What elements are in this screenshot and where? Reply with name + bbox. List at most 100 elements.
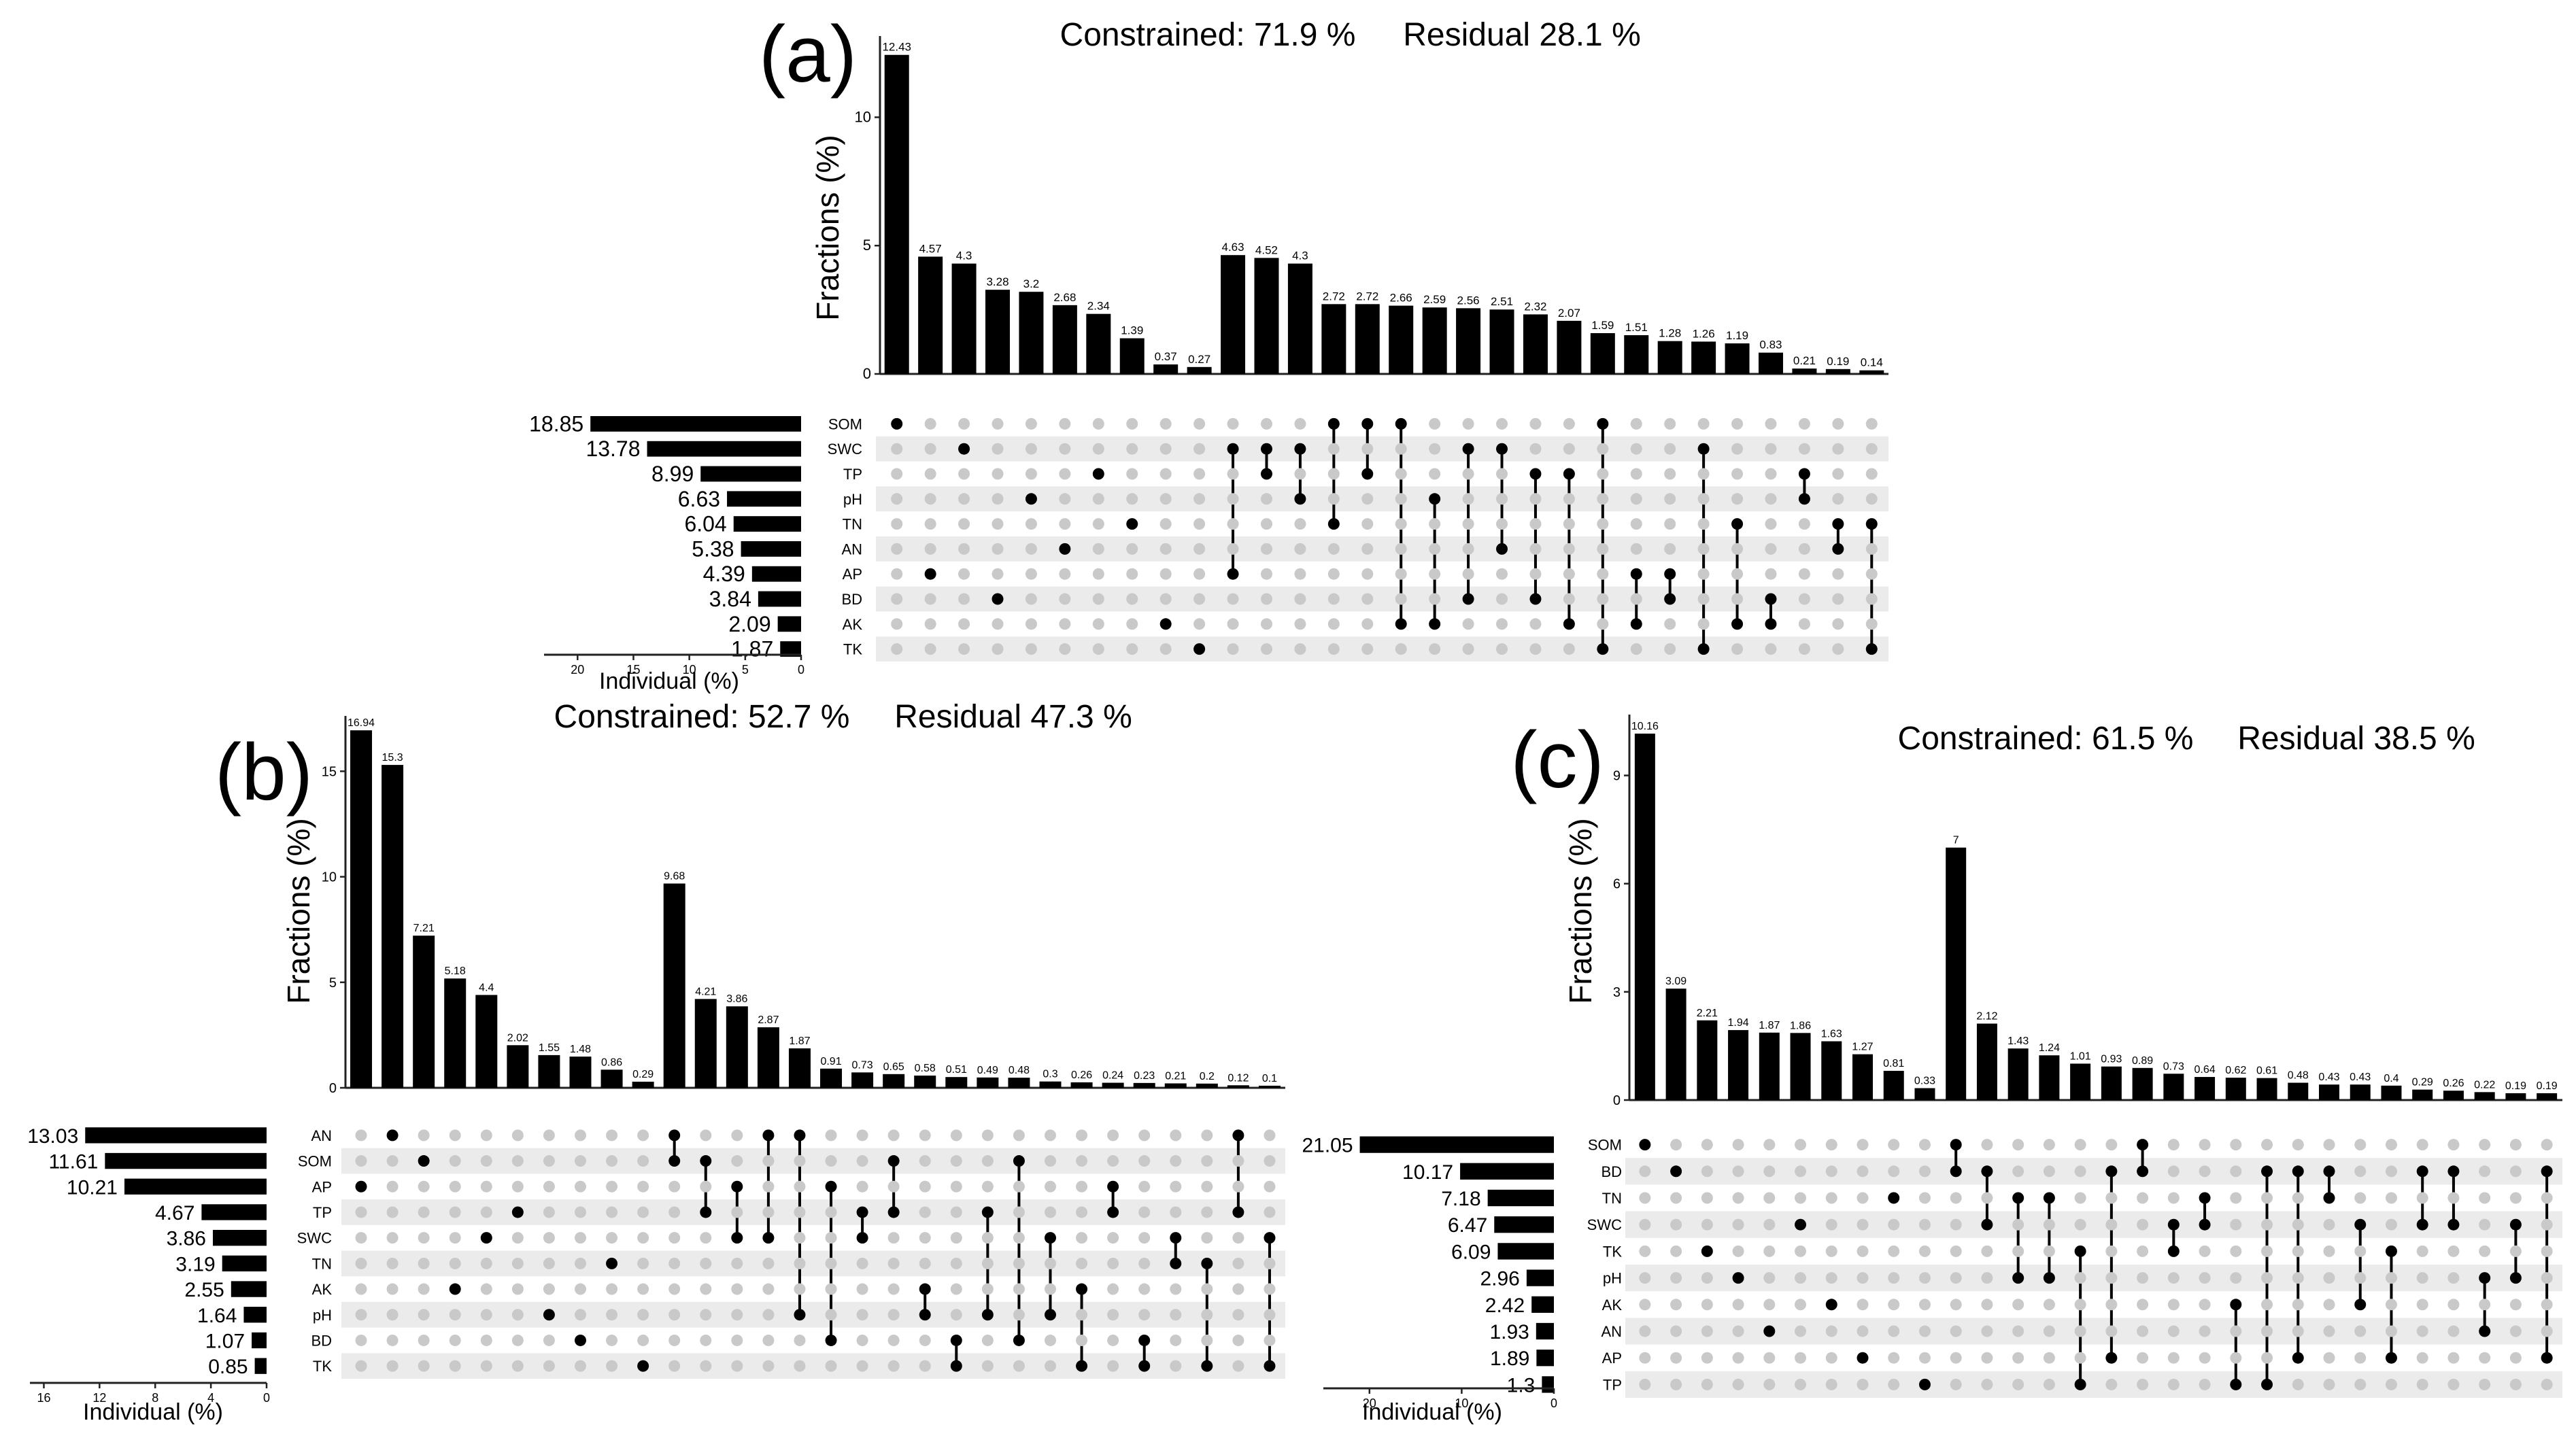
matrix-dot-inactive: [794, 1334, 806, 1346]
individual-bar: [1359, 1136, 1554, 1153]
matrix-dot-inactive: [1597, 618, 1609, 630]
matrix-dot-inactive: [418, 1309, 430, 1321]
matrix-dot-inactive: [1701, 1352, 1713, 1364]
matrix-dot-inactive: [2167, 1299, 2180, 1311]
individual-value-label: 3.86: [167, 1228, 206, 1250]
matrix-dot-inactive: [511, 1232, 524, 1244]
matrix-dot-inactive: [1763, 1378, 1776, 1390]
matrix-dot-inactive: [2012, 1139, 2024, 1151]
matrix-dot-inactive: [2292, 1245, 2304, 1257]
intersection-bar: [1859, 370, 1884, 374]
matrix-dot-active: [825, 1180, 837, 1193]
matrix-dot-inactive: [1462, 518, 1474, 530]
matrix-dot-active: [1327, 518, 1340, 530]
individual-value-label: 1.64: [197, 1305, 237, 1327]
intersection-bar: [757, 1027, 779, 1088]
matrix-dot-inactive: [1597, 568, 1609, 580]
matrix-dot-inactive: [2105, 1325, 2118, 1337]
matrix-dot-active: [887, 1206, 900, 1218]
matrix-dot-inactive: [887, 1334, 900, 1346]
matrix-row-band: [876, 436, 1888, 462]
matrix-dot-active: [1232, 1206, 1244, 1218]
matrix-dot-inactive: [1227, 417, 1239, 430]
intersection-bar: [951, 263, 977, 374]
matrix-dot-inactive: [2509, 1325, 2522, 1337]
set-label: TN: [843, 516, 862, 533]
matrix-dot-active: [887, 1155, 900, 1167]
bar-value-label: 0.64: [2194, 1064, 2215, 1076]
intersection-bar: [2225, 1078, 2246, 1100]
matrix-dot-inactive: [1227, 468, 1239, 480]
matrix-dot-inactive: [1462, 493, 1474, 505]
matrix-dot-inactive: [1597, 443, 1609, 455]
bar-value-label: 2.07: [1558, 307, 1580, 320]
matrix-dot-inactive: [856, 1360, 868, 1372]
intersection-bar: [2101, 1066, 2122, 1100]
matrix-dot-active: [1201, 1360, 1213, 1372]
matrix-dot-inactive: [992, 468, 1004, 480]
matrix-dot-inactive: [1126, 493, 1138, 505]
intersection-bar: [1790, 1033, 1811, 1100]
matrix-dot-inactive: [1429, 468, 1441, 480]
intersection-bar: [2443, 1091, 2464, 1100]
matrix-dot-inactive: [731, 1309, 743, 1321]
matrix-dot-inactive: [1664, 468, 1676, 480]
matrix-dot-active: [1865, 518, 1878, 530]
matrix-dot-inactive: [2354, 1352, 2367, 1364]
individual-value-label: 21.05: [1302, 1135, 1353, 1157]
individual-bar: [252, 1332, 267, 1349]
matrix-dot-inactive: [1563, 568, 1575, 580]
matrix-dot-inactive: [1597, 543, 1609, 555]
matrix-dot-inactive: [2137, 1192, 2149, 1204]
matrix-dot-inactive: [1138, 1232, 1151, 1244]
individual-bar: [105, 1152, 267, 1169]
matrix-dot-inactive: [1013, 1232, 1025, 1244]
individual-bar: [590, 415, 801, 432]
matrix-dot-inactive: [1825, 1165, 1837, 1178]
matrix-dot-inactive: [1159, 593, 1172, 605]
matrix-dot-inactive: [1260, 593, 1272, 605]
bar-value-label: 0.73: [852, 1059, 873, 1071]
intersection-bar: [918, 256, 943, 374]
matrix-dot-inactive: [700, 1257, 712, 1269]
matrix-dot-inactive: [1294, 618, 1306, 630]
matrix-dot-inactive: [637, 1155, 649, 1167]
individual-tick-label: 10: [1455, 1396, 1468, 1410]
matrix-dot-active: [1294, 443, 1306, 455]
matrix-dot-inactive: [825, 1283, 837, 1295]
matrix-dot-inactive: [2043, 1325, 2055, 1337]
intersection-bar: [1389, 305, 1414, 374]
matrix-dot-inactive: [1857, 1325, 1869, 1337]
individual-value-label: 1.07: [205, 1330, 245, 1352]
matrix-dot-inactive: [2012, 1165, 2024, 1178]
individual-value-label: 18.85: [529, 411, 583, 436]
set-label: SWC: [1587, 1216, 1622, 1233]
intersection-bar: [820, 1068, 843, 1088]
matrix-dot-inactive: [2385, 1218, 2397, 1231]
matrix-dot-inactive: [1294, 568, 1306, 580]
matrix-dot-inactive: [950, 1232, 962, 1244]
y-tick-label: 6: [1613, 877, 1621, 892]
matrix-dot-inactive: [2012, 1218, 2024, 1231]
matrix-dot-inactive: [1059, 568, 1071, 580]
matrix-dot-inactive: [1798, 417, 1810, 430]
matrix-dot-inactive: [887, 1129, 900, 1142]
matrix-dot-inactive: [1865, 443, 1878, 455]
matrix-dot-inactive: [2230, 1245, 2242, 1257]
matrix-dot-inactive: [511, 1257, 524, 1269]
matrix-dot-inactive: [1888, 1299, 1900, 1311]
matrix-dot-active: [1013, 1334, 1025, 1346]
intersection-bar: [1792, 368, 1817, 374]
matrix-dot-inactive: [700, 1283, 712, 1295]
matrix-dot-inactive: [575, 1180, 586, 1193]
matrix-dot-active: [2043, 1192, 2055, 1204]
matrix-dot-inactive: [1264, 1257, 1276, 1269]
matrix-dot-inactive: [386, 1309, 399, 1321]
matrix-dot-inactive: [1664, 417, 1676, 430]
matrix-dot-active: [950, 1360, 962, 1372]
matrix-dot-inactive: [924, 543, 936, 555]
matrix-dot-inactive: [1025, 443, 1037, 455]
matrix-dot-inactive: [2074, 1352, 2086, 1364]
set-label: AK: [843, 616, 863, 633]
intersection-bar: [977, 1077, 999, 1088]
